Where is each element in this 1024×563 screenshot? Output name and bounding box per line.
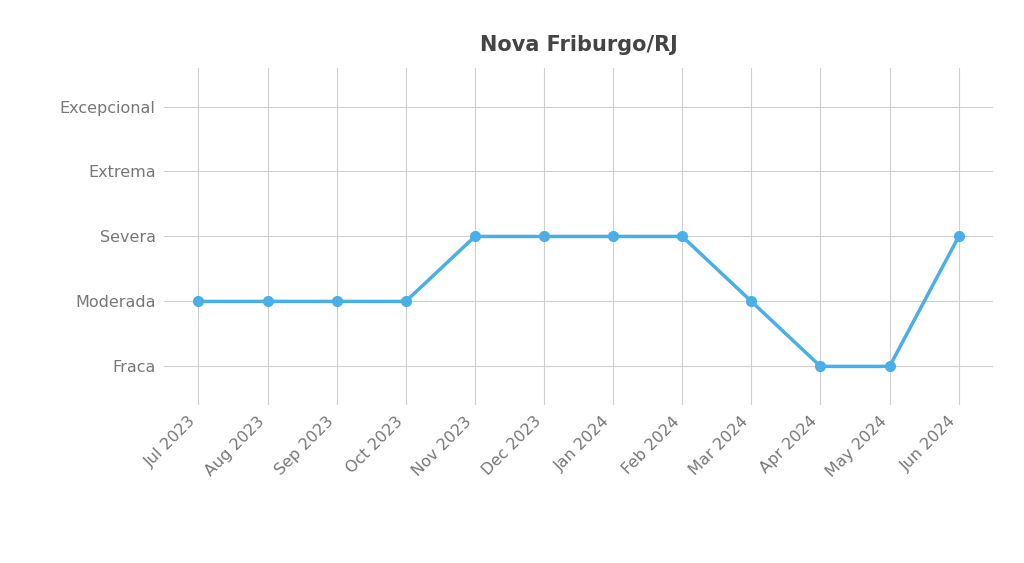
Title: Nova Friburgo/RJ: Nova Friburgo/RJ [479,35,678,55]
